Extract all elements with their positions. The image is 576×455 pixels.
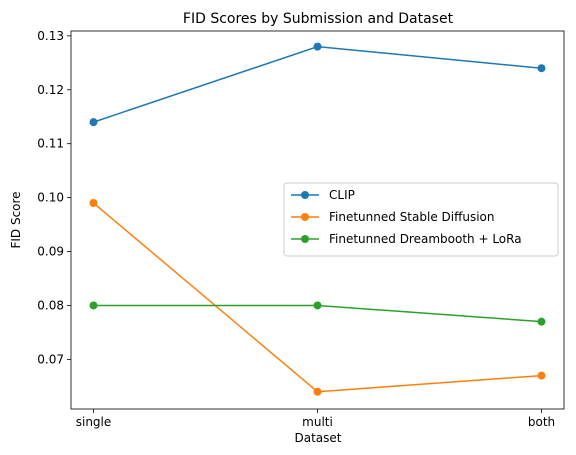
data-point-3-1 bbox=[89, 301, 98, 310]
x-tick-label: both bbox=[528, 415, 555, 429]
legend-marker bbox=[301, 235, 309, 243]
data-point-2-3 bbox=[537, 371, 546, 380]
data-point-1-2 bbox=[313, 42, 322, 51]
legend-marker bbox=[301, 213, 309, 221]
legend-label: Finetunned Stable Diffusion bbox=[329, 210, 495, 224]
y-tick-label: 0.07 bbox=[37, 352, 64, 366]
chart-title: FID Scores by Submission and Dataset bbox=[183, 11, 454, 27]
y-tick-label: 0.12 bbox=[37, 83, 64, 97]
data-point-3-3 bbox=[537, 317, 546, 326]
data-point-2-1 bbox=[89, 199, 98, 208]
data-point-3-2 bbox=[313, 301, 322, 310]
data-point-1-1 bbox=[89, 118, 98, 127]
y-tick-label: 0.10 bbox=[37, 191, 64, 205]
y-tick-label: 0.11 bbox=[37, 137, 64, 151]
plot-area: single multi both 0.07 0.08 0.09 0.10 0.11 0.12 0… bbox=[37, 29, 565, 429]
data-point-2-2 bbox=[313, 387, 322, 396]
y-tick-label: 0.13 bbox=[37, 29, 64, 43]
legend-marker bbox=[301, 191, 309, 199]
series-line-1 bbox=[93, 45, 542, 123]
legend-label: CLIP bbox=[329, 188, 355, 202]
legend-box bbox=[283, 182, 559, 257]
x-axis-label: Dataset bbox=[295, 431, 342, 445]
legend: CLIP Finetunned Stable Diffusion Finetunne… bbox=[283, 182, 559, 257]
y-tick-label: 0.08 bbox=[37, 298, 64, 312]
y-axis-label: FID Score bbox=[9, 191, 23, 248]
y-tick-label: 0.09 bbox=[37, 245, 64, 259]
legend-label: Finetunned Dreambooth + LoRa bbox=[329, 232, 522, 246]
x-tick-label: single bbox=[76, 415, 112, 429]
x-tick-label: multi bbox=[302, 415, 333, 429]
data-point-1-3 bbox=[537, 64, 546, 73]
